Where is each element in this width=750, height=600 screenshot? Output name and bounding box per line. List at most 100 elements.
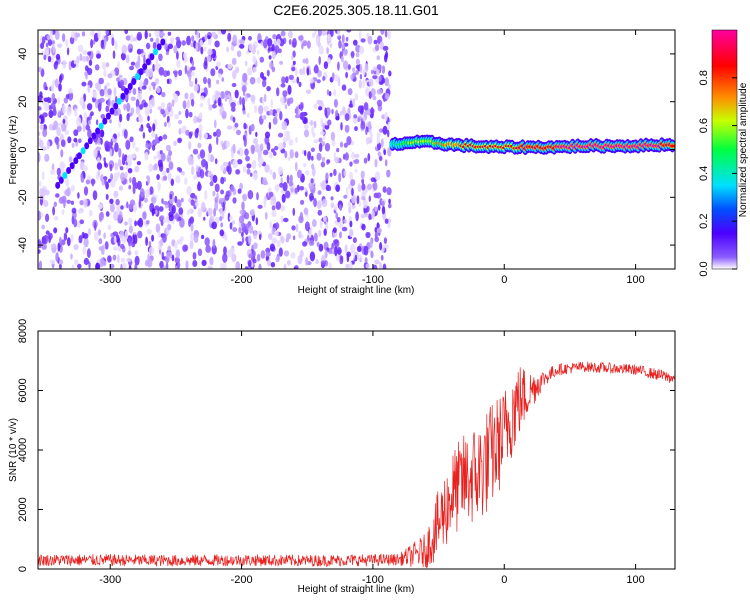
noise-cell (147, 115, 150, 122)
noise-cell (383, 237, 387, 245)
noise-cell (189, 216, 195, 224)
noise-cell (277, 166, 284, 176)
noise-cell (207, 170, 212, 177)
noise-cell (162, 134, 168, 140)
noise-cell (204, 237, 210, 247)
noise-cell (199, 169, 205, 179)
noise-cell (277, 48, 282, 54)
noise-cell (213, 208, 217, 217)
noise-cell (299, 68, 304, 76)
noise-cell (310, 178, 314, 184)
noise-cell (269, 220, 272, 230)
noise-cell (317, 190, 322, 196)
noise-cell (88, 261, 91, 269)
noise-cell (366, 108, 372, 116)
noise-cell (103, 69, 107, 77)
noise-cell (324, 249, 328, 259)
noise-cell (382, 45, 389, 51)
noise-cell (300, 111, 305, 121)
noise-cell (149, 108, 153, 114)
noise-cell (283, 263, 287, 269)
noise-cell (339, 141, 344, 148)
noise-cell (148, 142, 153, 148)
noise-cell (355, 69, 359, 75)
noise-cell (308, 182, 314, 190)
noise-cell (269, 169, 273, 175)
noise-cell (55, 252, 59, 262)
noise-cell (208, 143, 212, 154)
noise-cell (66, 106, 72, 116)
noise-cell (46, 96, 51, 104)
noise-cell (167, 43, 173, 50)
noise-cell (180, 126, 186, 134)
noise-cell (340, 55, 344, 63)
noise-cell (344, 113, 350, 122)
colorbar-tick-label: 0.0 (698, 261, 710, 276)
noise-cell (109, 180, 116, 188)
noise-cell (217, 73, 222, 79)
noise-cell (90, 111, 94, 117)
noise-cell (388, 70, 392, 77)
noise-cell (160, 152, 166, 162)
noise-cell (310, 195, 315, 201)
noise-cell (44, 153, 50, 162)
noise-cell (53, 201, 57, 208)
noise-cell (123, 129, 128, 139)
noise-cell (267, 38, 273, 47)
noise-cell (271, 49, 276, 60)
noise-cell (296, 76, 300, 84)
heatmap-y-tick-label: 40 (17, 48, 29, 60)
drift-streak-cell (102, 117, 108, 125)
noise-cell (145, 188, 151, 198)
noise-cell (333, 239, 339, 245)
noise-cell (382, 125, 388, 135)
noise-cell (311, 167, 316, 177)
noise-cell (167, 223, 172, 231)
heatmap-x-tick-label: 100 (626, 274, 644, 286)
heatmap-y-ticks: -40 -20 0 20 40 (17, 48, 675, 253)
noise-cell (351, 151, 355, 160)
noise-cell (205, 244, 211, 253)
noise-cell (383, 149, 387, 156)
noise-cell (192, 148, 199, 155)
drift-streak-cell (69, 162, 75, 170)
noise-cell (38, 239, 41, 245)
noise-cell (82, 124, 86, 133)
noise-cell (263, 198, 267, 208)
snr-series-line (38, 361, 675, 569)
noise-cell (181, 40, 187, 46)
noise-cell (263, 39, 268, 49)
noise-cell (316, 200, 322, 209)
noise-cell (135, 61, 141, 69)
noise-cell (148, 163, 154, 172)
noise-cell (334, 74, 339, 82)
noise-cell (321, 180, 327, 191)
noise-cell (271, 210, 277, 218)
noise-cell (97, 30, 101, 39)
noise-cell (184, 65, 188, 75)
noise-cell (373, 39, 378, 45)
noise-cell (377, 35, 381, 45)
noise-cell (43, 103, 50, 111)
noise-cell (100, 245, 105, 256)
noise-cell (347, 88, 353, 96)
noise-cell (83, 93, 87, 102)
noise-cell (113, 246, 118, 251)
noise-cell (43, 54, 47, 61)
noise-cell (119, 79, 125, 88)
drift-streak-cell (105, 112, 111, 120)
noise-cell (152, 42, 157, 50)
noise-cell (95, 146, 102, 151)
noise-cell (272, 116, 278, 125)
noise-cell (268, 121, 272, 130)
noise-cell (152, 84, 156, 90)
noise-cell (232, 143, 236, 154)
noise-cell (135, 106, 140, 115)
noise-cell (177, 216, 182, 222)
noise-cell (88, 120, 91, 125)
noise-cell (349, 261, 353, 269)
noise-cell (360, 38, 366, 43)
noise-cell (62, 59, 67, 69)
noise-cell (192, 252, 197, 260)
noise-cell (338, 40, 342, 49)
